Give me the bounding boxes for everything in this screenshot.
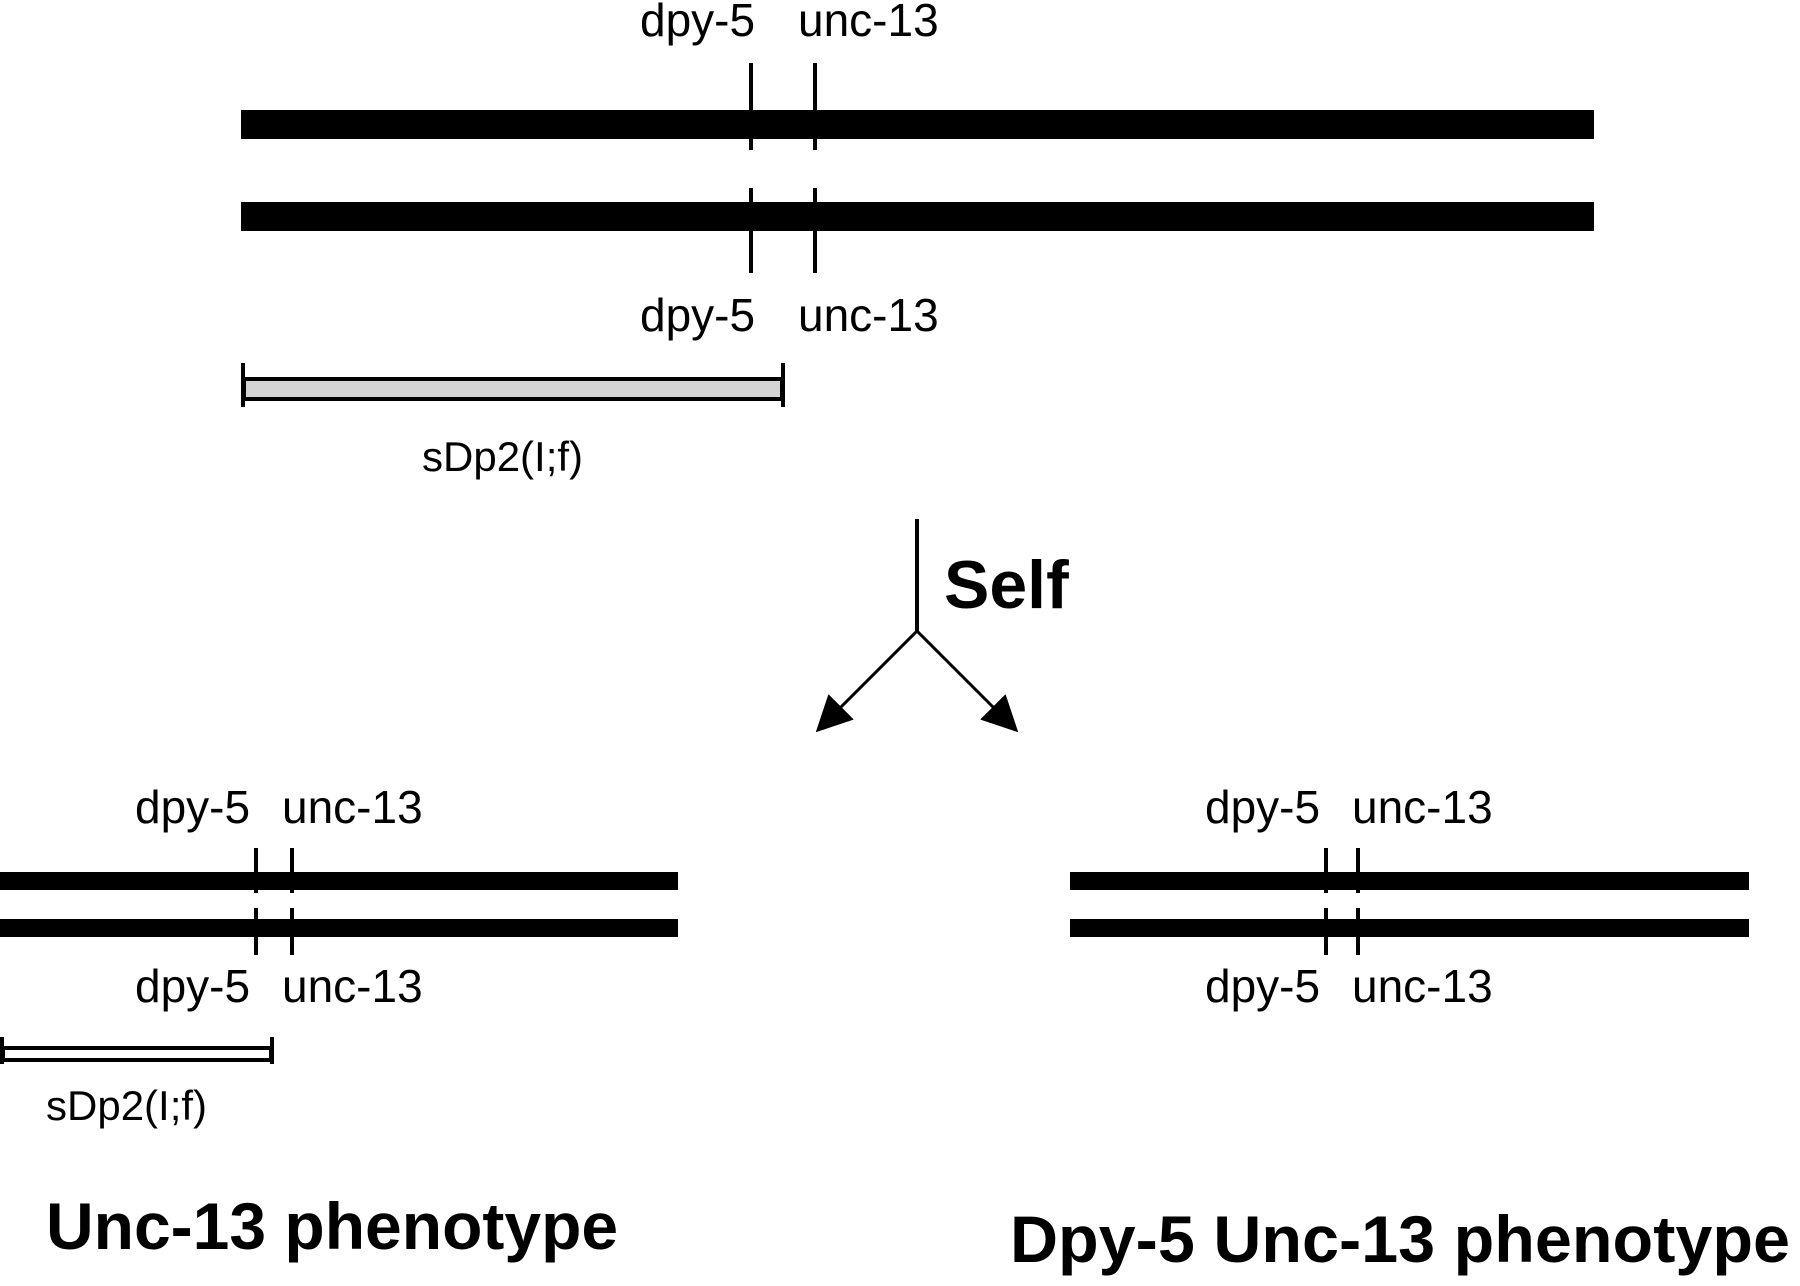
right-chromosome-top — [1070, 872, 1749, 890]
parent-bottom-dpy5-label: dpy-5 — [640, 289, 755, 341]
self-cross: Self — [815, 519, 1069, 733]
left-top-dpy5-label: dpy-5 — [135, 781, 250, 833]
parent-chromosome-bottom — [241, 202, 1594, 231]
parent-bottom-unc13-label: unc-13 — [798, 289, 939, 341]
left-bottom-dpy5-label: dpy-5 — [135, 960, 250, 1012]
left-chromosome-bottom — [0, 919, 678, 937]
cross-arrow-right — [915, 629, 1019, 733]
left-bottom-unc13-label: unc-13 — [282, 960, 423, 1012]
left-duplication: sDp2(I;f) — [0, 1037, 274, 1129]
left-duplication-bar — [1, 1046, 273, 1062]
right-top-dpy5-label: dpy-5 — [1205, 781, 1320, 833]
left-top-unc13-label: unc-13 — [282, 781, 423, 833]
parent-duplication-bar — [242, 377, 784, 401]
right-phenotype-label: Dpy-5 Unc-13 phenotype — [1010, 1202, 1790, 1276]
parent-top-unc13-label: unc-13 — [798, 0, 939, 46]
left-chromosome-top — [0, 872, 678, 890]
parent-genotype: dpy-5 unc-13 dpy-5 unc-13 sDp2(I;f) — [241, 0, 1594, 480]
parent-top-dpy5-label: dpy-5 — [640, 0, 755, 46]
progeny-left-genotype: dpy-5 unc-13 dpy-5 unc-13 sDp2(I;f) Unc-… — [0, 781, 678, 1263]
right-top-unc13-label: unc-13 — [1352, 781, 1493, 833]
parent-chromosome-top — [241, 110, 1594, 139]
parent-duplication-label: sDp2(I;f) — [422, 433, 583, 480]
left-phenotype-label: Unc-13 phenotype — [46, 1189, 618, 1263]
right-bottom-unc13-label: unc-13 — [1352, 960, 1493, 1012]
right-chromosome-bottom — [1070, 919, 1749, 937]
parent-duplication: sDp2(I;f) — [241, 363, 785, 480]
left-duplication-label: sDp2(I;f) — [46, 1082, 207, 1129]
right-bottom-dpy5-label: dpy-5 — [1205, 960, 1320, 1012]
cross-label: Self — [944, 547, 1069, 623]
cross-arrow-left — [815, 629, 919, 733]
progeny-right-genotype: dpy-5 unc-13 dpy-5 unc-13 Dpy-5 Unc-13 p… — [1010, 781, 1790, 1276]
